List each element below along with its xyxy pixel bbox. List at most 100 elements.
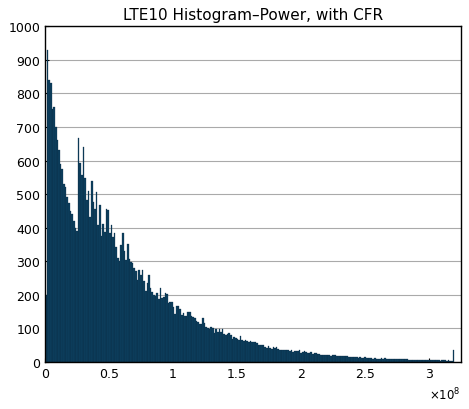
Bar: [445, 361, 446, 362]
Bar: [255, 342, 256, 362]
Bar: [186, 316, 188, 362]
Bar: [438, 360, 439, 362]
Bar: [279, 350, 281, 362]
Bar: [359, 357, 361, 362]
Bar: [326, 355, 328, 362]
Bar: [155, 296, 156, 362]
Bar: [301, 353, 302, 362]
Bar: [451, 361, 453, 362]
Bar: [281, 350, 282, 362]
Bar: [325, 355, 326, 362]
Bar: [194, 318, 196, 362]
Bar: [50, 84, 52, 362]
Bar: [390, 359, 392, 362]
Bar: [336, 357, 338, 362]
Bar: [150, 288, 151, 362]
Bar: [79, 164, 81, 362]
Bar: [402, 360, 403, 362]
Bar: [412, 360, 413, 362]
Bar: [441, 360, 443, 362]
Bar: [138, 270, 140, 362]
Bar: [317, 354, 318, 362]
Bar: [407, 360, 408, 362]
Bar: [201, 324, 202, 362]
Bar: [361, 358, 363, 362]
Bar: [261, 346, 263, 362]
Bar: [415, 360, 416, 362]
Bar: [408, 360, 410, 362]
Bar: [263, 345, 265, 362]
Bar: [443, 361, 445, 362]
Bar: [217, 333, 219, 362]
Bar: [146, 283, 148, 362]
Bar: [181, 315, 182, 362]
Bar: [83, 148, 84, 362]
Bar: [271, 349, 272, 362]
Bar: [106, 210, 107, 362]
Bar: [282, 350, 284, 362]
Bar: [68, 203, 69, 362]
Bar: [58, 151, 60, 362]
Bar: [107, 210, 109, 362]
Bar: [199, 325, 201, 362]
Bar: [158, 299, 159, 362]
Bar: [256, 344, 258, 362]
Bar: [393, 359, 395, 362]
Bar: [341, 356, 343, 362]
Bar: [179, 309, 181, 362]
Bar: [178, 306, 179, 362]
Bar: [63, 184, 65, 362]
Bar: [366, 358, 368, 362]
Bar: [356, 357, 358, 362]
Bar: [88, 191, 89, 362]
Bar: [101, 236, 102, 362]
Bar: [189, 312, 191, 362]
Bar: [117, 258, 119, 362]
Bar: [353, 357, 355, 362]
Bar: [259, 345, 261, 362]
Bar: [381, 358, 382, 362]
Bar: [294, 351, 295, 362]
Bar: [169, 302, 171, 362]
Bar: [416, 360, 418, 362]
Bar: [140, 276, 142, 362]
Bar: [94, 209, 96, 362]
Bar: [214, 333, 215, 362]
Bar: [274, 348, 276, 362]
Bar: [111, 225, 112, 362]
Bar: [397, 360, 399, 362]
Bar: [250, 341, 251, 362]
Bar: [292, 352, 294, 362]
Bar: [240, 337, 242, 362]
Bar: [145, 292, 146, 362]
Bar: [166, 294, 168, 362]
Bar: [379, 359, 381, 362]
Bar: [246, 341, 248, 362]
Bar: [161, 298, 163, 362]
Bar: [130, 262, 132, 362]
Bar: [65, 188, 66, 362]
Bar: [228, 334, 230, 362]
Bar: [53, 108, 55, 362]
Bar: [182, 314, 184, 362]
Bar: [268, 346, 269, 362]
Bar: [431, 360, 433, 362]
Bar: [209, 330, 211, 362]
Bar: [363, 358, 364, 362]
Bar: [156, 294, 158, 362]
Bar: [399, 360, 400, 362]
Bar: [320, 355, 322, 362]
Bar: [192, 317, 194, 362]
Bar: [376, 359, 378, 362]
Bar: [318, 354, 320, 362]
Bar: [245, 340, 246, 362]
Bar: [219, 329, 220, 362]
Bar: [66, 198, 68, 362]
Bar: [163, 298, 165, 362]
Bar: [71, 215, 73, 362]
Bar: [115, 247, 117, 362]
Bar: [84, 179, 86, 362]
Bar: [212, 328, 214, 362]
Bar: [69, 211, 71, 362]
Bar: [78, 138, 79, 362]
